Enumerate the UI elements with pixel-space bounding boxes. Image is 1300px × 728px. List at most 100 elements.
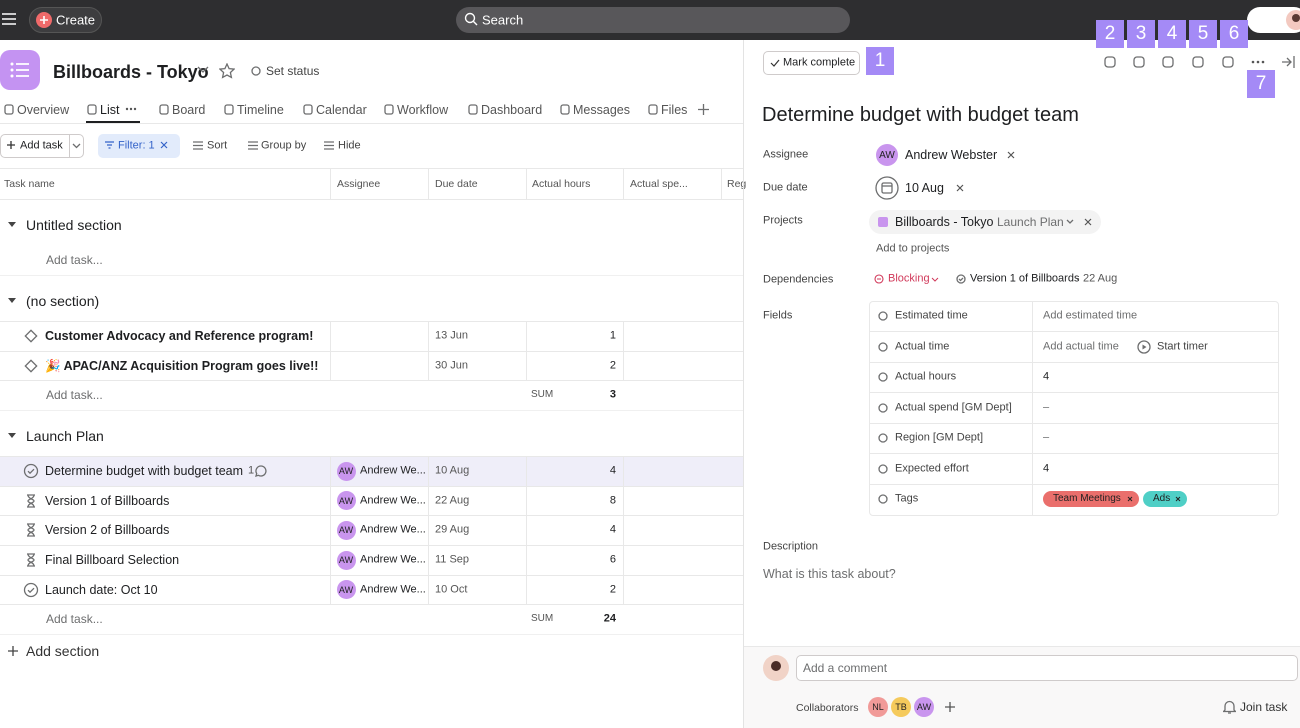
toolbar-group_by[interactable]: Group by	[261, 139, 307, 152]
tab[interactable]: Dashboard	[481, 102, 543, 117]
divider	[623, 515, 624, 546]
filter-chip[interactable]	[98, 134, 180, 158]
header-action[interactable]	[1281, 55, 1295, 69]
icon-shape	[698, 104, 709, 115]
toolbar-sort[interactable]: Sort	[207, 139, 228, 152]
divider	[330, 574, 331, 605]
add-tab[interactable]	[697, 103, 710, 116]
icon-shape	[248, 141, 258, 150]
tag[interactable]	[1043, 491, 1139, 507]
tag-remove[interactable]	[1127, 496, 1133, 502]
icon-shape	[10, 74, 14, 78]
add-task-button[interactable]	[0, 134, 84, 158]
project-name[interactable]: Billboards - Tokyo	[895, 214, 994, 229]
header-action[interactable]	[1191, 55, 1205, 69]
header-action[interactable]	[1251, 55, 1265, 69]
icon-shape	[27, 523, 35, 538]
custom-field-value[interactable]: –	[1043, 401, 1050, 413]
custom-field-value[interactable]: 4	[1043, 462, 1050, 474]
list-more[interactable]	[125, 107, 137, 111]
tag[interactable]	[1143, 491, 1187, 507]
field-label: Projects	[763, 214, 803, 227]
divider	[0, 456, 743, 458]
task-name[interactable]: Launch date: Oct 10	[45, 582, 158, 597]
custom-field-value[interactable]: –	[1043, 431, 1050, 444]
add-collaborator[interactable]	[945, 702, 955, 712]
add-to-projects[interactable]: Add to projects	[876, 242, 950, 255]
task-title: Determine budget with budget team	[762, 104, 1079, 126]
tab[interactable]: Messages	[573, 102, 630, 117]
comment-input[interactable]	[796, 655, 1298, 681]
custom-field-value[interactable]: Add estimated time	[1043, 309, 1138, 322]
task-name[interactable]: Version 1 of Billboards	[45, 493, 170, 508]
tab[interactable]: Board	[172, 102, 206, 117]
separator-dot	[1077, 278, 1079, 280]
start-timer[interactable]: Start timer	[1157, 340, 1208, 352]
task-status-icon[interactable]	[23, 328, 39, 344]
toolbar-icon	[324, 141, 334, 150]
task-assignee: Andrew We...	[360, 523, 426, 536]
toolbar-hide[interactable]: Hide	[338, 139, 361, 152]
header-action[interactable]	[1221, 55, 1235, 69]
add-task-caret[interactable]	[72, 143, 81, 149]
task-status-icon[interactable]	[23, 582, 39, 598]
remove-due[interactable]	[956, 184, 964, 192]
task-status-icon[interactable]	[23, 493, 39, 509]
task-name[interactable]: Customer Advocacy and Reference program!	[45, 328, 314, 343]
set-status[interactable]: Set status	[266, 64, 320, 78]
star-icon[interactable]	[219, 63, 235, 79]
custom-field-value[interactable]: Add actual time	[1043, 340, 1119, 352]
project-section[interactable]: Launch Plan	[997, 215, 1064, 229]
header-action[interactable]	[1161, 55, 1175, 69]
tab-icon	[224, 104, 234, 115]
add-task-inline[interactable]: Add task...	[46, 612, 103, 627]
icon-shape	[1104, 56, 1116, 68]
tab[interactable]: Timeline	[237, 102, 284, 117]
task-status-icon[interactable]	[23, 522, 39, 538]
task-name[interactable]: Final Billboard Selection	[45, 552, 180, 567]
add-section-icon[interactable]	[7, 645, 19, 657]
header-action[interactable]	[1103, 55, 1117, 69]
icon-shape	[958, 277, 964, 282]
join-task[interactable]: Join task	[1240, 700, 1288, 714]
section-caret[interactable]	[7, 221, 17, 228]
task-hours: 2	[609, 359, 616, 372]
task-status-icon[interactable]	[23, 463, 39, 479]
add-task-inline[interactable]: Add task...	[46, 253, 103, 267]
section-caret[interactable]	[7, 432, 17, 439]
add-section[interactable]: Add section	[26, 643, 100, 660]
task-status-icon[interactable]	[23, 358, 39, 374]
icon-shape	[27, 587, 35, 593]
add-task-inline[interactable]: Add task...	[46, 388, 103, 403]
remove-assignee[interactable]	[1007, 151, 1015, 159]
avatar: AW	[336, 550, 356, 570]
tag-remove[interactable]	[1175, 496, 1181, 502]
project-chevron[interactable]	[197, 66, 209, 74]
dependency-kind[interactable]: Blocking	[888, 272, 930, 285]
search-bar[interactable]	[456, 7, 850, 33]
filter-clear[interactable]	[160, 141, 168, 149]
dependency-task[interactable]: Version 1 of Billboards	[970, 272, 1080, 285]
menu-icon[interactable]	[2, 12, 16, 26]
tab[interactable]: List	[100, 102, 120, 117]
icon-shape	[193, 141, 203, 150]
tab-icon	[4, 104, 14, 115]
divider	[0, 545, 743, 546]
custom-field-value[interactable]: 4	[1043, 370, 1050, 383]
header-action[interactable]	[1132, 55, 1146, 69]
icon-shape	[1162, 56, 1174, 68]
task-name[interactable]: 🎉 APAC/ANZ Acquisition Program goes live…	[45, 358, 319, 373]
task-name[interactable]: Version 2 of Billboards	[45, 523, 170, 538]
tab[interactable]: Overview	[17, 102, 70, 117]
remove-project[interactable]	[1084, 218, 1092, 226]
task-status-icon[interactable]	[23, 552, 39, 568]
task-name[interactable]: Determine budget with budget team	[45, 463, 244, 478]
mark-complete-button[interactable]	[763, 51, 860, 75]
mark-complete: Mark complete	[783, 56, 856, 69]
tab[interactable]: Workflow	[397, 102, 449, 117]
section-caret[interactable]	[7, 297, 17, 304]
tab[interactable]: Calendar	[316, 102, 367, 117]
description-placeholder[interactable]: What is this task about?	[763, 566, 896, 581]
avatar: AW	[876, 144, 898, 166]
tab[interactable]: Files	[661, 102, 688, 117]
